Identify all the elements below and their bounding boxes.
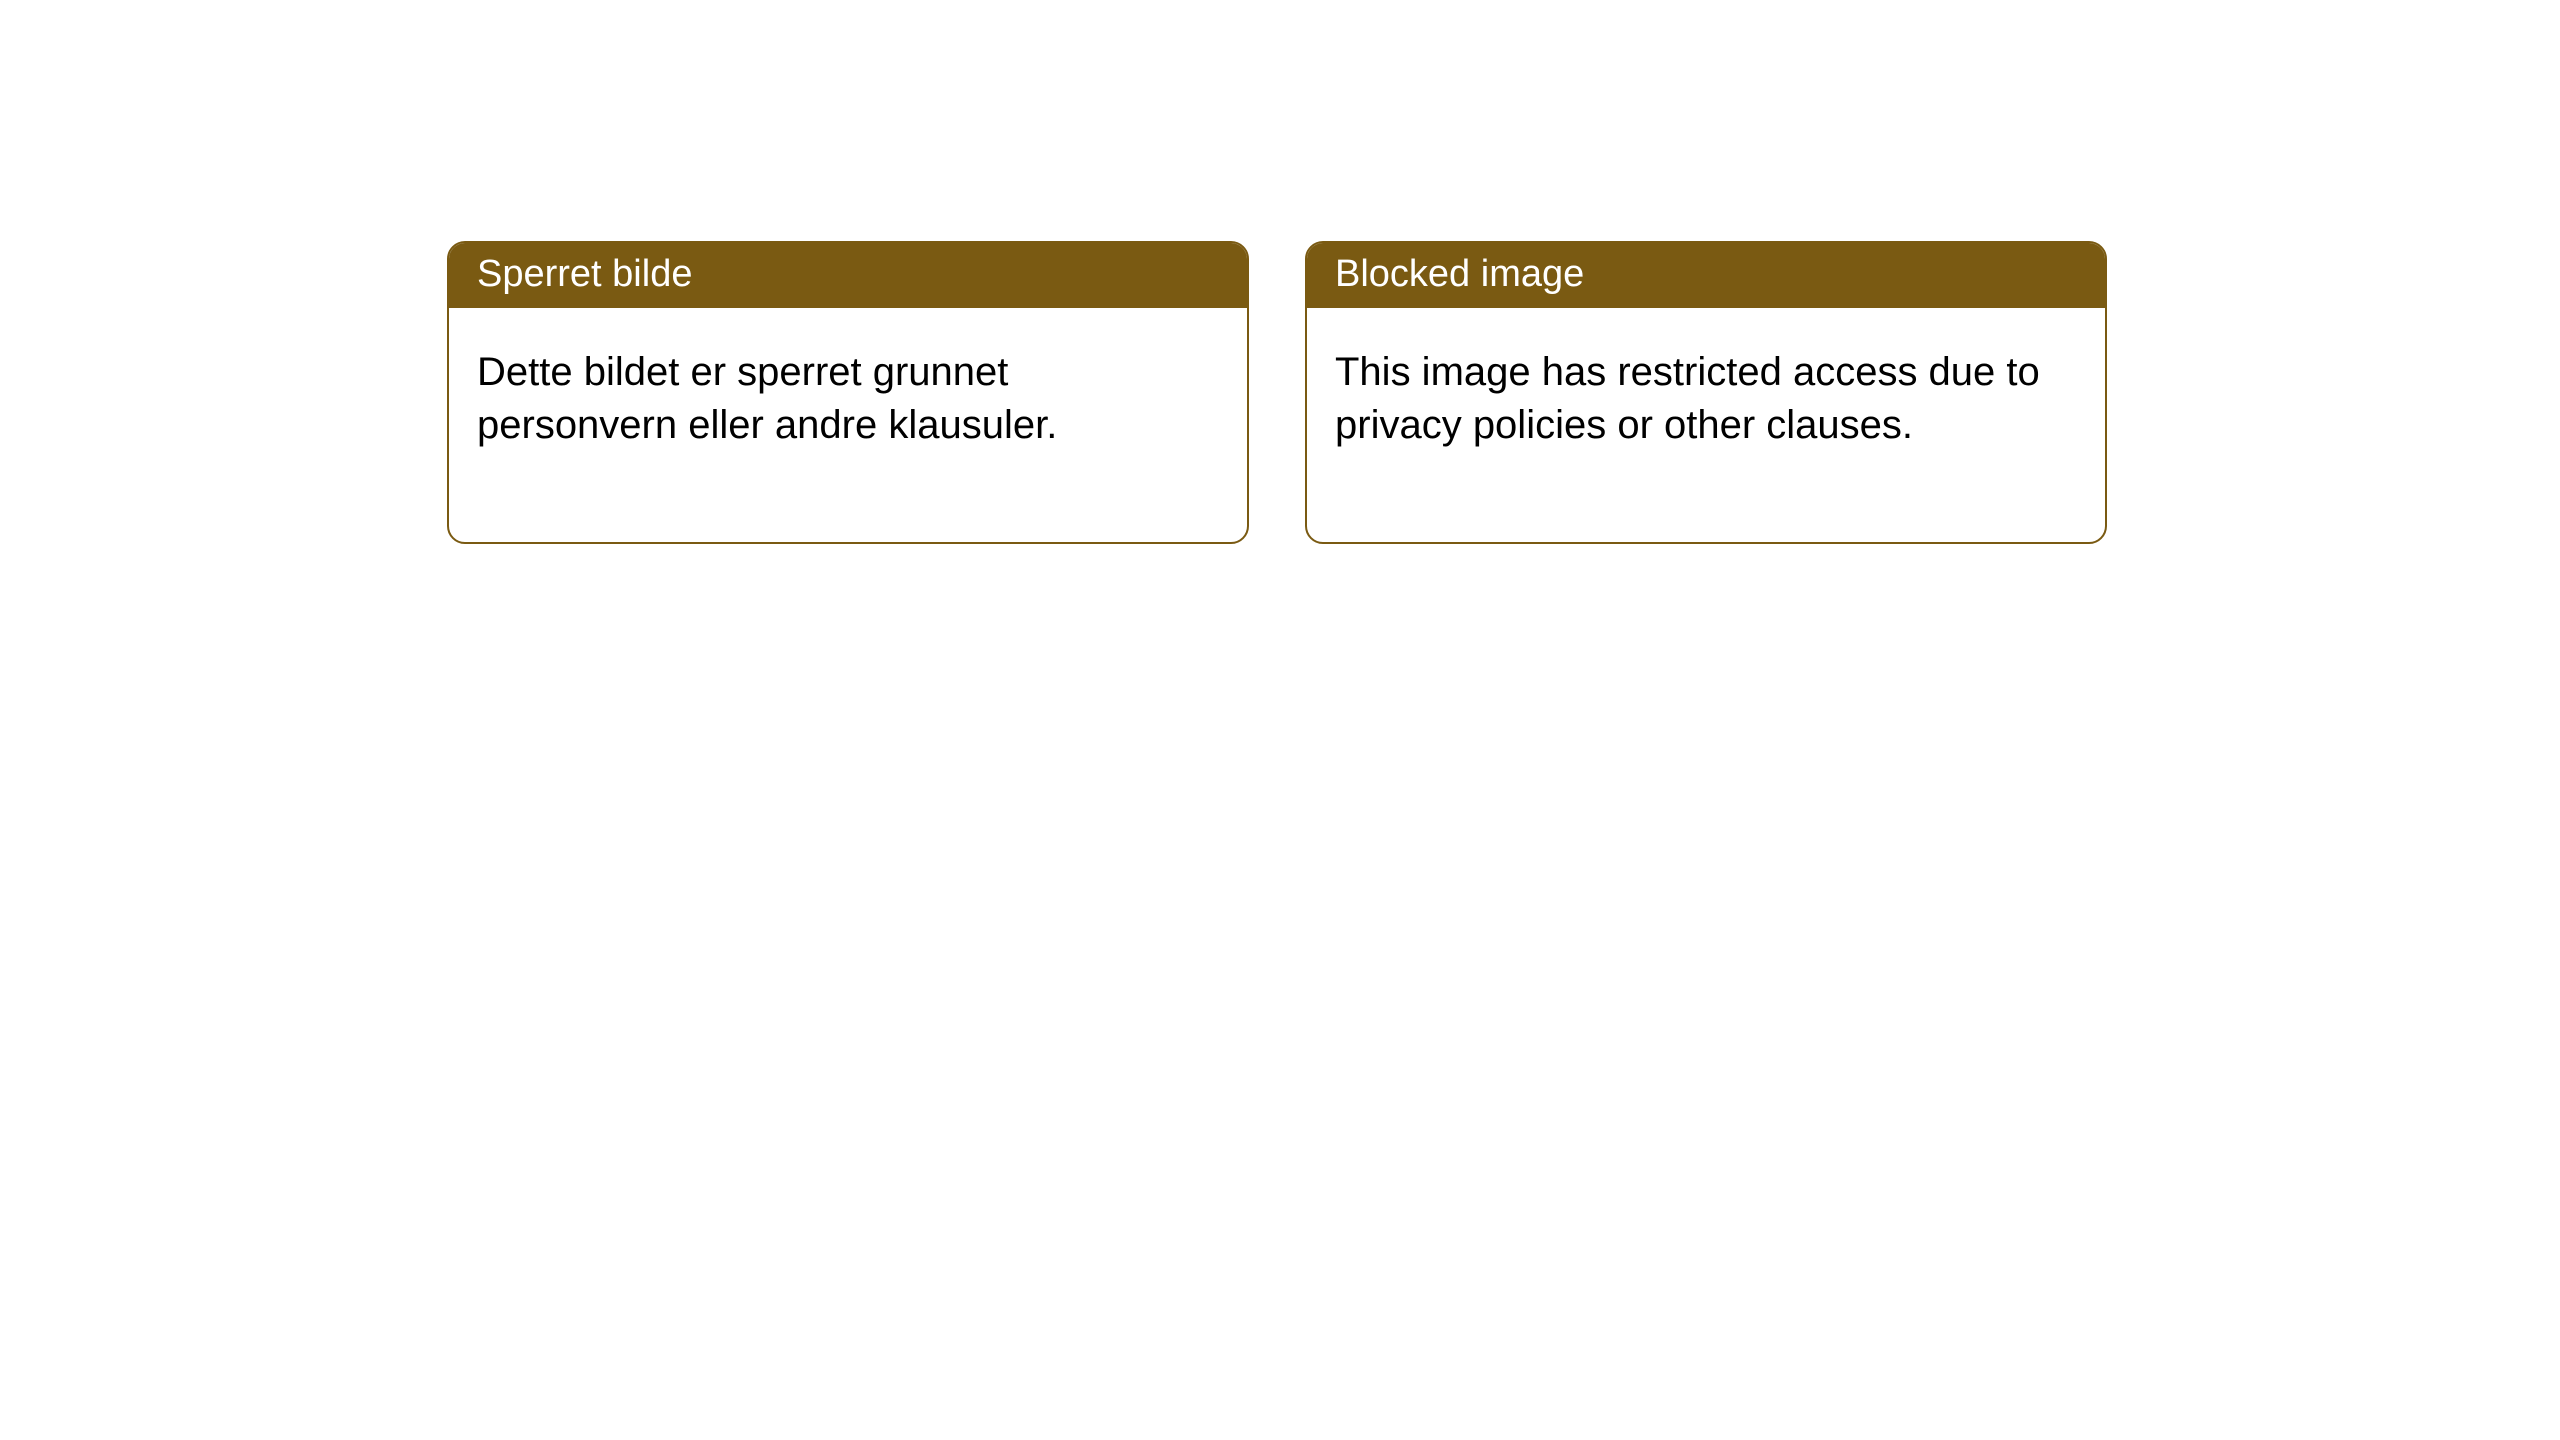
notice-card-english: Blocked image This image has restricted … [1305, 241, 2107, 544]
notice-header: Sperret bilde [449, 243, 1247, 308]
notice-body: Dette bildet er sperret grunnet personve… [449, 308, 1247, 542]
notice-card-norwegian: Sperret bilde Dette bildet er sperret gr… [447, 241, 1249, 544]
notice-body: This image has restricted access due to … [1307, 308, 2105, 542]
notice-container: Sperret bilde Dette bildet er sperret gr… [447, 241, 2107, 544]
notice-header: Blocked image [1307, 243, 2105, 308]
